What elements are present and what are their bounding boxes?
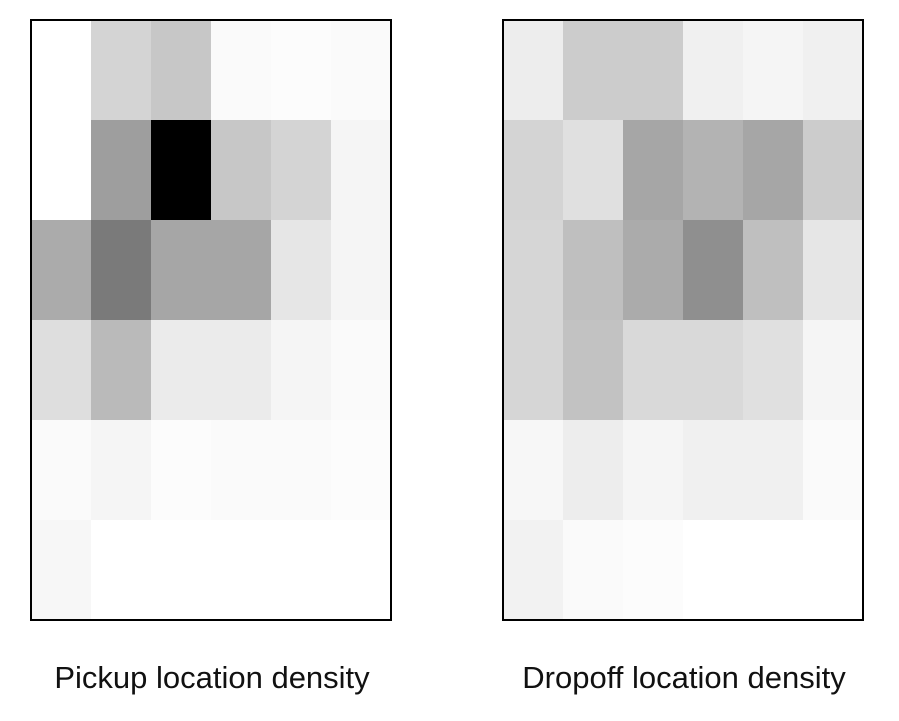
dropoff-heatmap-panel: Dropoff location density bbox=[472, 0, 892, 721]
pickup-heatmap-panel: Pickup location density bbox=[0, 0, 420, 721]
pickup-cell-r2-c4 bbox=[271, 220, 331, 320]
dropoff-cell-r4-c5 bbox=[803, 420, 863, 520]
dropoff-cell-r3-c5 bbox=[803, 320, 863, 420]
pickup-cell-r3-c1 bbox=[91, 320, 151, 420]
dropoff-cell-r1-c4 bbox=[743, 120, 803, 220]
dropoff-cell-r5-c0 bbox=[503, 520, 563, 620]
dropoff-cell-r1-c2 bbox=[623, 120, 683, 220]
pickup-cell-r1-c5 bbox=[331, 120, 391, 220]
dropoff-cell-r4-c2 bbox=[623, 420, 683, 520]
dropoff-cell-r2-c4 bbox=[743, 220, 803, 320]
pickup-cell-r0-c5 bbox=[331, 20, 391, 120]
dropoff-cell-r5-c5 bbox=[803, 520, 863, 620]
pickup-cell-r1-c4 bbox=[271, 120, 331, 220]
dropoff-cell-r1-c5 bbox=[803, 120, 863, 220]
dropoff-cell-r5-c4 bbox=[743, 520, 803, 620]
dropoff-cell-r0-c3 bbox=[683, 20, 743, 120]
pickup-cell-r3-c2 bbox=[151, 320, 211, 420]
pickup-cell-r0-c1 bbox=[91, 20, 151, 120]
pickup-cell-r2-c5 bbox=[331, 220, 391, 320]
pickup-cell-r5-c5 bbox=[331, 520, 391, 620]
dropoff-cell-r5-c1 bbox=[563, 520, 623, 620]
dropoff-cell-r3-c4 bbox=[743, 320, 803, 420]
pickup-cell-r4-c4 bbox=[271, 420, 331, 520]
pickup-cell-r5-c0 bbox=[31, 520, 91, 620]
pickup-cell-r5-c4 bbox=[271, 520, 331, 620]
pickup-cell-r3-c5 bbox=[331, 320, 391, 420]
pickup-cell-r5-c3 bbox=[211, 520, 271, 620]
pickup-cell-r1-c2 bbox=[151, 120, 211, 220]
pickup-cell-r5-c1 bbox=[91, 520, 151, 620]
pickup-heatmap bbox=[30, 19, 392, 621]
pickup-cell-r0-c3 bbox=[211, 20, 271, 120]
dropoff-cell-r2-c1 bbox=[563, 220, 623, 320]
dropoff-cell-r0-c2 bbox=[623, 20, 683, 120]
dropoff-cell-r4-c3 bbox=[683, 420, 743, 520]
pickup-cell-r1-c0 bbox=[31, 120, 91, 220]
pickup-cell-r2-c3 bbox=[211, 220, 271, 320]
dropoff-cell-r3-c1 bbox=[563, 320, 623, 420]
pickup-cell-r3-c0 bbox=[31, 320, 91, 420]
pickup-cell-r4-c3 bbox=[211, 420, 271, 520]
dropoff-cell-r3-c0 bbox=[503, 320, 563, 420]
dropoff-cell-r1-c1 bbox=[563, 120, 623, 220]
dropoff-heatmap-frame bbox=[502, 19, 864, 621]
pickup-heatmap-frame bbox=[30, 19, 392, 621]
dropoff-cell-r4-c0 bbox=[503, 420, 563, 520]
dropoff-cell-r2-c0 bbox=[503, 220, 563, 320]
dropoff-cell-r2-c5 bbox=[803, 220, 863, 320]
pickup-cell-r1-c3 bbox=[211, 120, 271, 220]
pickup-cell-r4-c1 bbox=[91, 420, 151, 520]
pickup-cell-r5-c2 bbox=[151, 520, 211, 620]
pickup-cell-r2-c1 bbox=[91, 220, 151, 320]
dropoff-heatmap bbox=[502, 19, 864, 621]
pickup-cell-r4-c0 bbox=[31, 420, 91, 520]
pickup-cell-r2-c0 bbox=[31, 220, 91, 320]
dropoff-cell-r4-c4 bbox=[743, 420, 803, 520]
pickup-cell-r3-c4 bbox=[271, 320, 331, 420]
dropoff-cell-r4-c1 bbox=[563, 420, 623, 520]
dropoff-cell-r3-c3 bbox=[683, 320, 743, 420]
dropoff-cell-r2-c3 bbox=[683, 220, 743, 320]
pickup-cell-r0-c0 bbox=[31, 20, 91, 120]
dropoff-cell-r0-c1 bbox=[563, 20, 623, 120]
dropoff-heatmap-title: Dropoff location density bbox=[522, 660, 846, 695]
pickup-cell-r3-c3 bbox=[211, 320, 271, 420]
pickup-cell-r4-c2 bbox=[151, 420, 211, 520]
dropoff-cell-r5-c2 bbox=[623, 520, 683, 620]
pickup-cell-r1-c1 bbox=[91, 120, 151, 220]
pickup-cell-r0-c2 bbox=[151, 20, 211, 120]
dropoff-cell-r2-c2 bbox=[623, 220, 683, 320]
dropoff-cell-r0-c4 bbox=[743, 20, 803, 120]
pickup-heatmap-title: Pickup location density bbox=[54, 660, 370, 695]
dropoff-cell-r3-c2 bbox=[623, 320, 683, 420]
dropoff-cell-r5-c3 bbox=[683, 520, 743, 620]
pickup-cell-r2-c2 bbox=[151, 220, 211, 320]
dropoff-cell-r1-c3 bbox=[683, 120, 743, 220]
dropoff-cell-r0-c0 bbox=[503, 20, 563, 120]
pickup-cell-r4-c5 bbox=[331, 420, 391, 520]
dropoff-cell-r1-c0 bbox=[503, 120, 563, 220]
dropoff-cell-r0-c5 bbox=[803, 20, 863, 120]
pickup-cell-r0-c4 bbox=[271, 20, 331, 120]
